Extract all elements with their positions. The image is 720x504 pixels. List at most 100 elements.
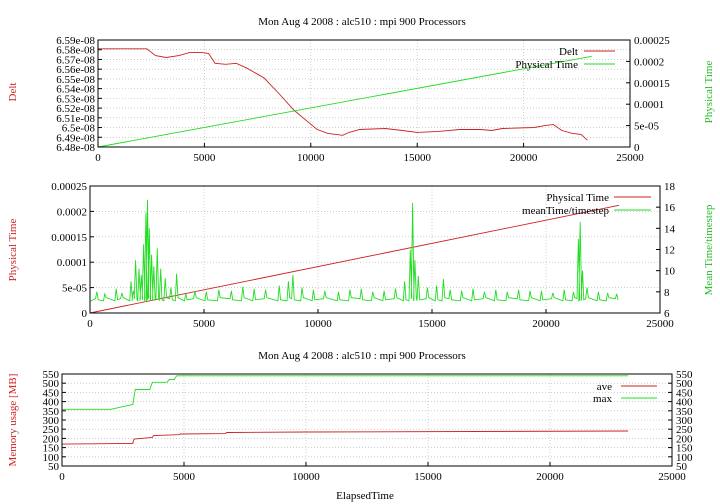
y2-tick-label: 100 — [676, 452, 693, 464]
chart-panel-memory: Mon Aug 4 2008 : alc510 : mpi 900 Proces… — [7, 350, 693, 502]
x-tick-label: 10000 — [292, 471, 320, 483]
chart1-y2label: Physical Time — [703, 61, 715, 124]
y-tick-label: 6.49e-08 — [56, 132, 95, 144]
y-tick-label: 6.57e-08 — [56, 54, 95, 66]
chart2-frame — [89, 185, 661, 314]
y-tick-label: 400 — [43, 397, 60, 409]
y2-tick-label: 6 — [664, 308, 670, 320]
y2-tick-label: 14 — [664, 223, 676, 235]
y2-tick-label: 18 — [664, 181, 676, 193]
series-ave — [61, 430, 629, 445]
y-tick-label: 6.59e-08 — [56, 35, 95, 47]
y2-tick-label: 12 — [664, 245, 675, 257]
y-tick-label: 350 — [43, 406, 60, 418]
y-tick-label: 50 — [48, 461, 60, 473]
series-physical-time — [89, 204, 620, 314]
y-tick-label: 6.56e-08 — [56, 64, 95, 76]
y2-tick-label: 550 — [676, 369, 693, 381]
y2-tick-label: 300 — [676, 415, 693, 427]
x-tick-label: 0 — [87, 318, 93, 330]
y2-tick-label: 500 — [676, 378, 693, 390]
x-tick-label: 20000 — [536, 471, 564, 483]
chart2-legend: Physical Time meanTime/timestep — [522, 192, 651, 217]
chart2-y2label: Mean Time/timestep — [703, 204, 715, 295]
y-tick-label: 6.54e-08 — [56, 84, 95, 96]
y-tick-label: 450 — [43, 387, 60, 399]
y-tick-label: 0.00025 — [51, 181, 87, 193]
y2-tick-label: 200 — [676, 433, 693, 445]
y-tick-label: 550 — [43, 369, 60, 381]
y2-tick-label: 0.0002 — [634, 56, 664, 68]
chart3-xlabel: ElapsedTime — [336, 490, 394, 502]
series-meantime-timestep — [89, 199, 619, 303]
x-tick-label: 15000 — [414, 471, 442, 483]
chart1-frame — [97, 39, 631, 148]
y-tick-label: 0 — [82, 308, 88, 320]
legend-ave-label: ave — [597, 381, 612, 393]
y-tick-label: 500 — [43, 378, 60, 390]
y-tick-label: 100 — [43, 452, 60, 464]
y-tick-label: 0.0001 — [57, 257, 87, 269]
y-tick-label: 6.48e-08 — [56, 142, 95, 154]
x-tick-label: 25000 — [658, 471, 686, 483]
chart-panel-delt: Mon Aug 4 2008 : alc510 : mpi 900 Proces… — [7, 16, 715, 164]
y2-tick-label: 5e-05 — [634, 121, 660, 133]
chart1-ylabel: Delt — [7, 83, 19, 102]
x-tick-label: 15000 — [418, 318, 446, 330]
chart3-frame — [61, 373, 673, 467]
y2-tick-label: 450 — [676, 387, 693, 399]
x-tick-label: 10000 — [304, 318, 332, 330]
y2-tick-label: 0.00025 — [634, 35, 670, 47]
y-tick-label: 250 — [43, 424, 60, 436]
y2-tick-label: 400 — [676, 397, 693, 409]
y-tick-label: 6.53e-08 — [56, 93, 95, 105]
y2-tick-label: 0 — [634, 142, 640, 154]
x-tick-label: 25000 — [616, 152, 644, 164]
y-tick-label: 6.55e-08 — [56, 74, 95, 86]
x-tick-label: 15000 — [403, 152, 431, 164]
y2-tick-label: 250 — [676, 424, 693, 436]
chart3-legend: ave max — [593, 381, 657, 405]
legend-physical-time-label: Physical Time — [515, 59, 578, 71]
x-tick-label: 5000 — [173, 471, 196, 483]
legend-delt-label: Delt — [559, 46, 578, 58]
y2-tick-label: 8 — [664, 287, 670, 299]
y2-tick-label: 50 — [676, 461, 688, 473]
y2-tick-label: 0.0001 — [634, 99, 664, 111]
series-physical-time — [97, 55, 592, 148]
y2-tick-label: 16 — [664, 202, 676, 214]
legend-physical-time2-label: Physical Time — [546, 192, 609, 204]
chart-panel-physical-time: Physical Time Mean Time/timestep 0 5000 10… — [7, 181, 715, 330]
chart3-title: Mon Aug 4 2008 : alc510 : mpi 900 Proces… — [258, 350, 465, 362]
x-tick-label: 10000 — [297, 152, 325, 164]
legend-max-label: max — [593, 393, 612, 405]
chart1-legend: Delt Physical Time — [515, 46, 615, 71]
x-tick-label: 20000 — [510, 152, 538, 164]
chart1-title: Mon Aug 4 2008 : alc510 : mpi 900 Proces… — [258, 16, 465, 28]
x-tick-label: 0 — [59, 471, 65, 483]
y2-tick-label: 10 — [664, 266, 676, 278]
y-tick-label: 6.58e-08 — [56, 45, 95, 57]
y-tick-label: 300 — [43, 415, 60, 427]
legend-mean-time-label: meanTime/timestep — [522, 205, 609, 217]
y-tick-label: 0.0002 — [57, 206, 87, 218]
y-tick-label: 6.52e-08 — [56, 103, 95, 115]
x-tick-label: 20000 — [532, 318, 560, 330]
y-tick-label: 6.5e-08 — [62, 123, 96, 135]
y2-tick-label: 350 — [676, 406, 693, 418]
chart3-ylabel: Memory usage [MB] — [7, 374, 19, 467]
y-tick-label: 5e-05 — [62, 283, 88, 295]
y-tick-label: 200 — [43, 433, 60, 445]
y-tick-label: 0.00015 — [51, 232, 87, 244]
y2-tick-label: 0.00015 — [634, 78, 670, 90]
x-tick-label: 25000 — [646, 318, 674, 330]
x-tick-label: 0 — [95, 152, 101, 164]
series-max — [62, 375, 629, 410]
x-tick-label: 5000 — [193, 152, 216, 164]
chart2-ylabel: Physical Time — [7, 219, 19, 282]
series-delt — [98, 48, 588, 141]
y-tick-label: 6.51e-08 — [56, 113, 95, 125]
y2-tick-label: 150 — [676, 443, 693, 455]
x-tick-label: 5000 — [193, 318, 216, 330]
